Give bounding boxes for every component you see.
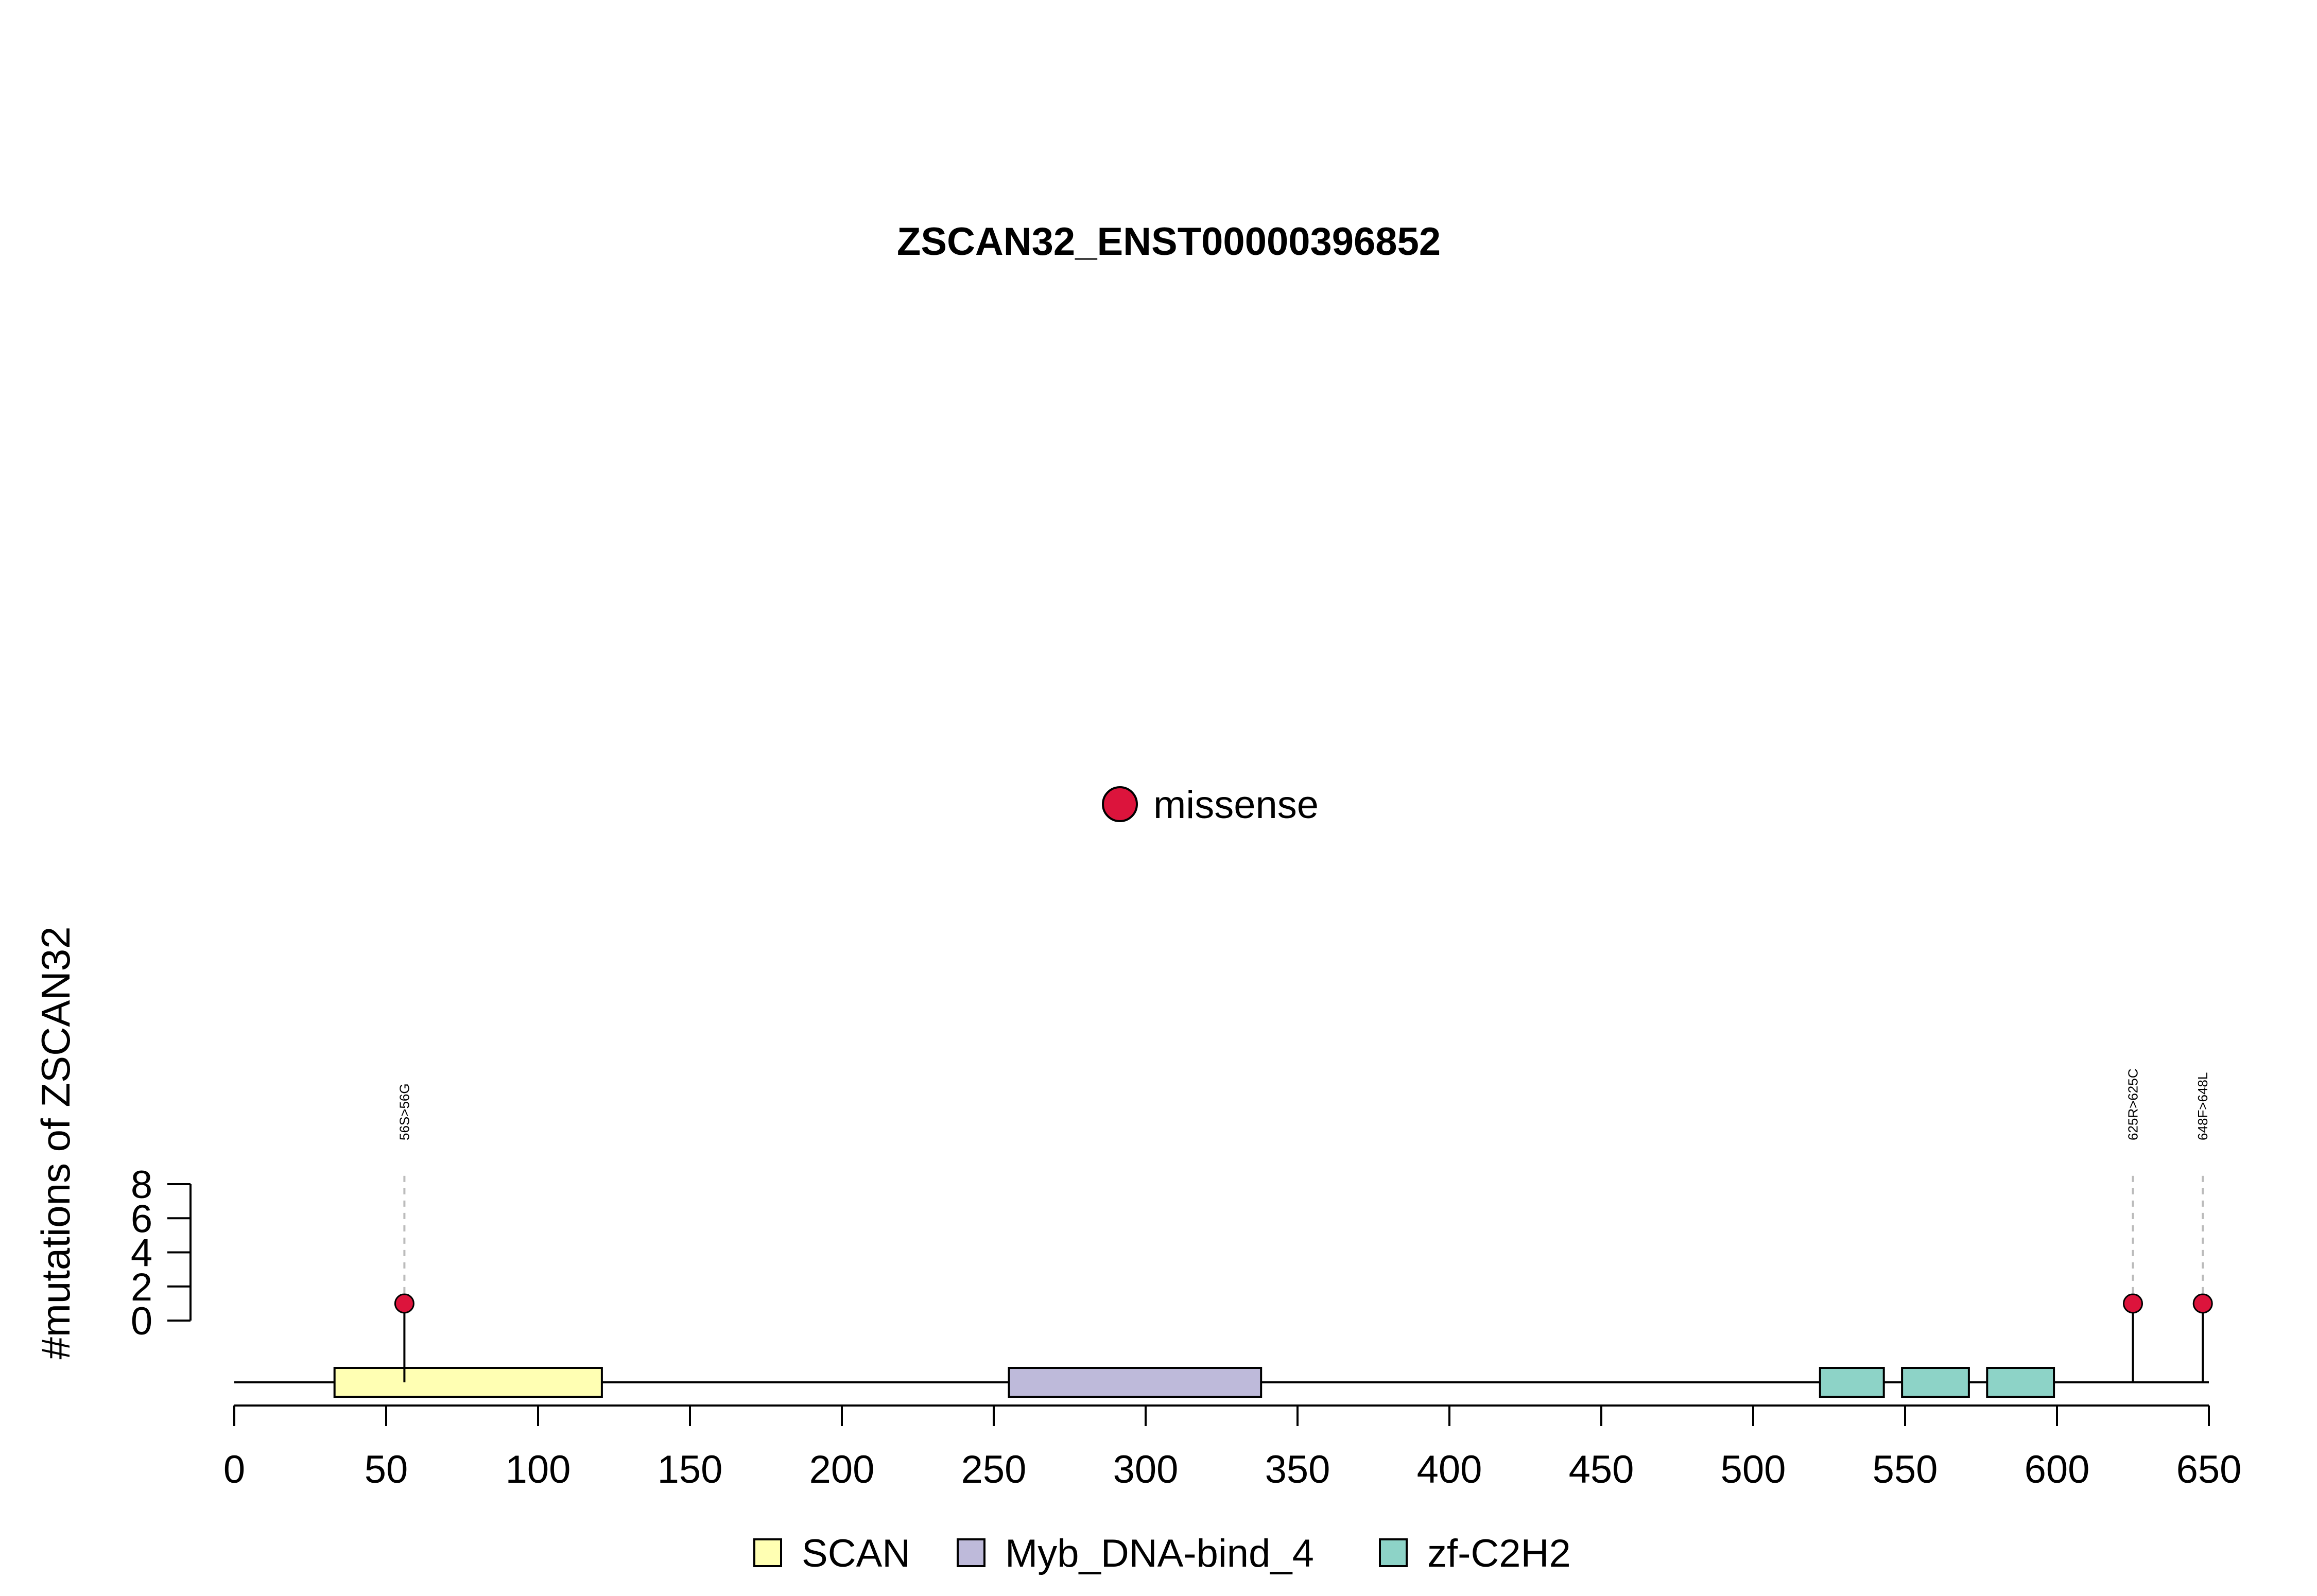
- x-tick-label: 600: [2025, 1448, 2090, 1491]
- x-tick-label: 50: [365, 1448, 408, 1491]
- legend-missense-label: missense: [1153, 783, 1319, 827]
- domain-zf-c2h2: [1819, 1367, 1885, 1398]
- domain-zf-c2h2: [1901, 1367, 1970, 1398]
- y-axis-label: #mutations of ZSCAN32: [33, 926, 78, 1359]
- x-tick-label: 400: [1417, 1448, 1482, 1491]
- x-tick-label: 300: [1113, 1448, 1179, 1491]
- mutation-label: 648F>648L: [2195, 1072, 2210, 1140]
- mutation-label: 56S>56G: [396, 1083, 412, 1140]
- legend-swatch-scan: [753, 1538, 782, 1567]
- x-tick-label: 500: [1721, 1448, 1786, 1491]
- legend-label-zf-c2h2: zf-C2H2: [1427, 1532, 1571, 1575]
- mutation-label: 625R>625C: [2125, 1069, 2141, 1141]
- domain-scan: [333, 1367, 603, 1398]
- legend-label-scan: SCAN: [802, 1532, 910, 1575]
- plot-area: 0 50 100 150 200 250 300 350 400 450 500 550 600 650 0…: [131, 783, 2242, 1575]
- legend-label-myb-dna-bind-4: Myb_DNA-bind_4: [1005, 1532, 1314, 1575]
- y-tick-label: 6: [131, 1197, 152, 1241]
- x-tick-label: 0: [223, 1448, 245, 1491]
- mutation-point: [394, 1293, 414, 1314]
- x-tick-label: 250: [961, 1448, 1027, 1491]
- x-tick-label: 650: [2176, 1448, 2242, 1491]
- chart-title: ZSCAN32_ENST00000396852: [897, 220, 1441, 264]
- domain-myb-dna-bind-4: [1008, 1367, 1263, 1398]
- legend-missense-marker: [1102, 786, 1138, 822]
- mutation-point: [2123, 1293, 2143, 1314]
- x-tick-label: 100: [506, 1448, 571, 1491]
- domain-zf-c2h2: [1986, 1367, 2055, 1398]
- x-tick-label: 150: [658, 1448, 723, 1491]
- y-tick-label: 4: [131, 1231, 152, 1275]
- x-tick-label: 450: [1569, 1448, 1634, 1491]
- y-tick-label: 0: [131, 1299, 152, 1343]
- legend-swatch-myb-dna-bind-4: [957, 1538, 985, 1567]
- legend-swatch-zf-c2h2: [1379, 1538, 1408, 1567]
- x-tick-label: 550: [1873, 1448, 1938, 1491]
- y-tick-label: 8: [131, 1163, 152, 1207]
- mutation-point: [2192, 1293, 2213, 1314]
- y-tick-label: 2: [131, 1265, 152, 1309]
- x-tick-label: 350: [1265, 1448, 1330, 1491]
- x-tick-label: 200: [809, 1448, 875, 1491]
